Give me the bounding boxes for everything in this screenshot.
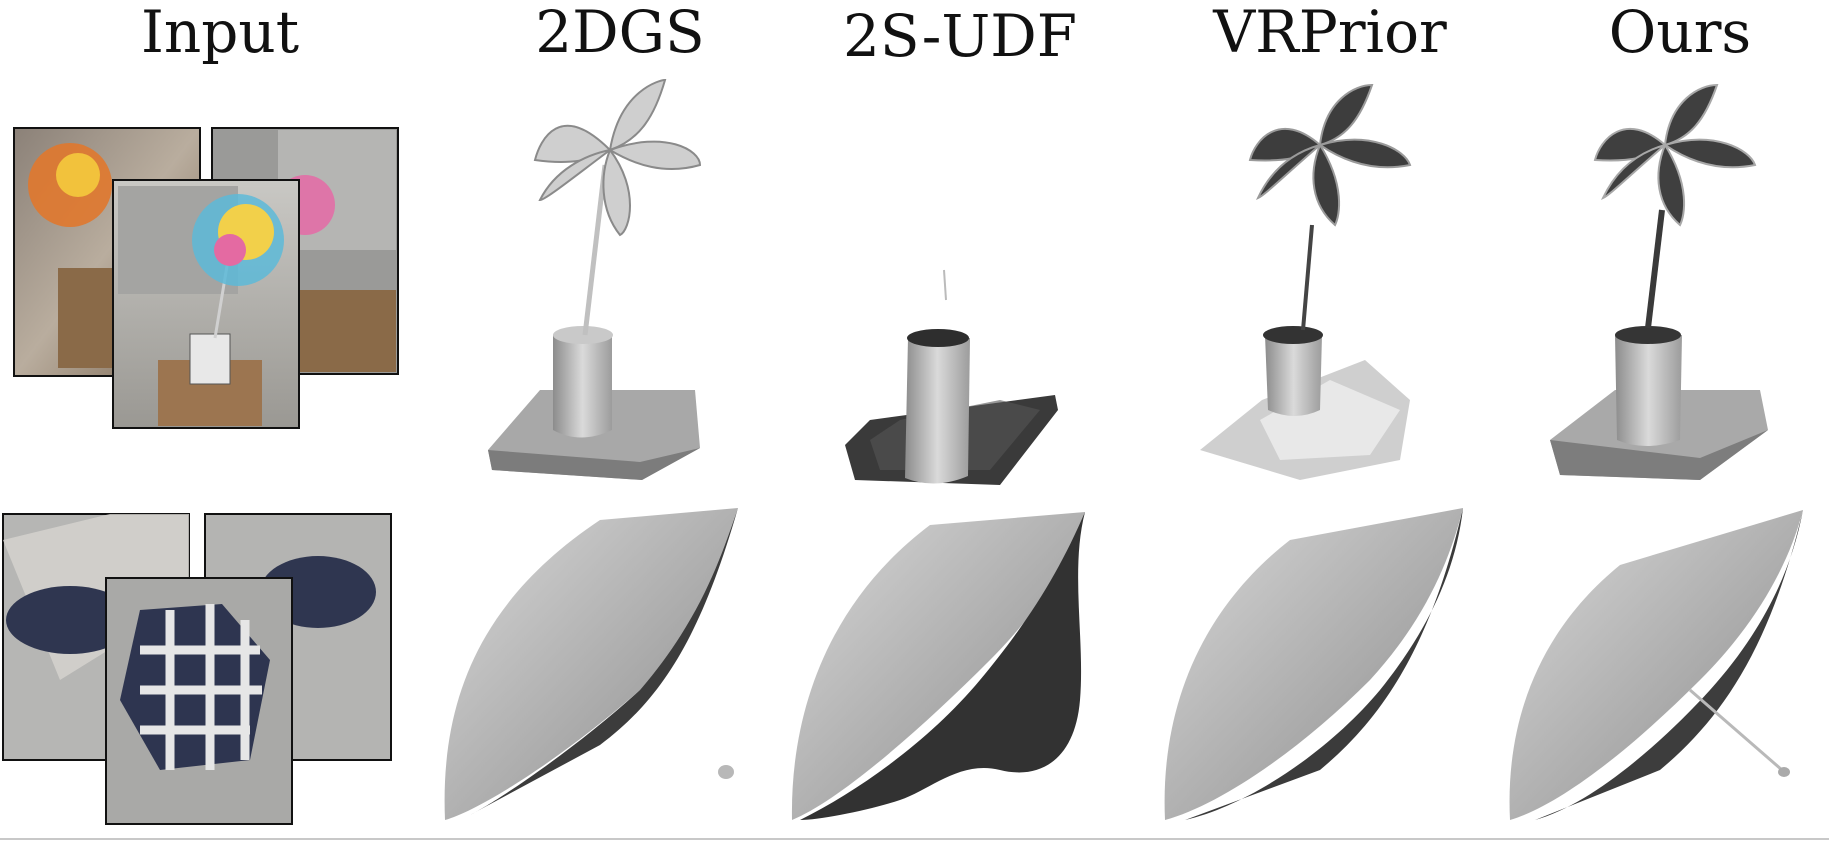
input-photos-umbrella xyxy=(2,513,392,825)
mesh-vrprior-pinwheel xyxy=(1200,83,1412,480)
mesh-ours-pinwheel xyxy=(1550,83,1768,480)
column-title-2dgs: 2DGS xyxy=(535,0,705,66)
mesh-2s-udf-umbrella xyxy=(791,512,1085,820)
mesh-2dgs-pinwheel xyxy=(488,78,702,480)
mesh-2dgs-umbrella xyxy=(444,508,738,820)
input-photo-front xyxy=(112,179,300,429)
mesh-ours-umbrella xyxy=(1509,510,1803,820)
column-title-input: Input xyxy=(140,0,300,66)
column-title-2s-udf: 2S-UDF xyxy=(843,2,1077,70)
column-title-vrprior: VRPrior xyxy=(1213,0,1447,66)
mesh-vrprior-umbrella xyxy=(1164,508,1463,820)
mesh-2s-udf-pinwheel xyxy=(845,269,1058,485)
bottom-rule xyxy=(0,838,1829,840)
column-title-ours: Ours xyxy=(1608,0,1752,66)
input-photos-pinwheel xyxy=(13,127,399,429)
input-photo-front xyxy=(105,577,293,825)
